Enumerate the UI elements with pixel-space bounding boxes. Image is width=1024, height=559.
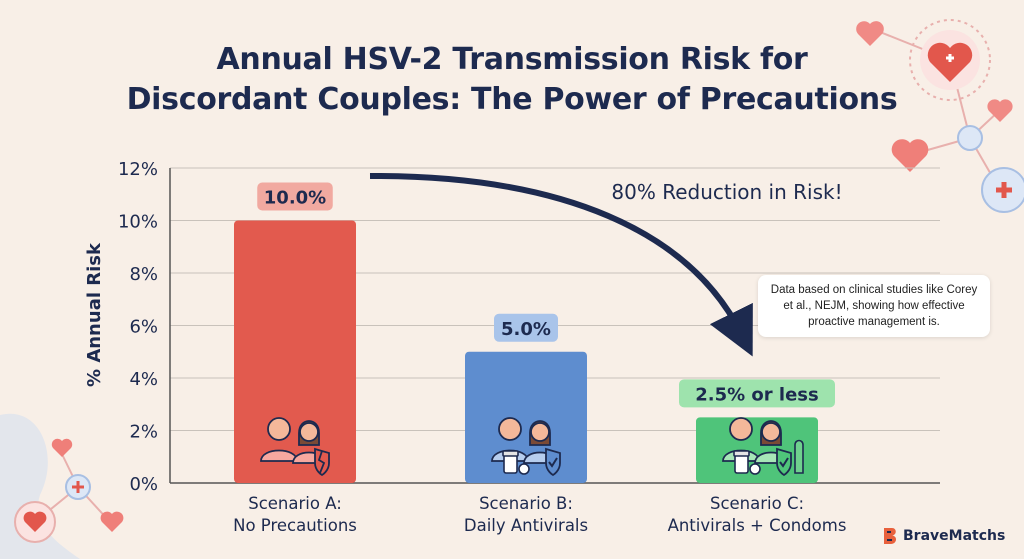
y-tick-label: 10% (118, 212, 158, 233)
bar-group: 2.5% or less Scenario C: Antivirals + Cond… (668, 379, 847, 535)
heart-icon (891, 139, 929, 172)
brand-name: BraveMatchs (903, 528, 1006, 544)
title-line-2: Discordant Couples: The Power of Precaut… (126, 82, 898, 117)
heart-icon (927, 42, 973, 82)
brand: BraveMatchs (882, 526, 1005, 546)
y-tick-label: 6% (129, 317, 158, 338)
category-label: Antivirals + Condoms (668, 516, 847, 535)
couple-pills-shield-condom-icon (722, 417, 804, 477)
heart-icon (51, 438, 73, 457)
category-label: Scenario A: (248, 494, 342, 513)
y-tick-label: 4% (129, 369, 158, 390)
y-tick-label: 8% (129, 264, 158, 285)
reduction-annotation: 80% Reduction in Risk! (611, 180, 842, 204)
heart-icon (100, 511, 124, 532)
hearts-decoration-top-right (856, 19, 1024, 213)
heart-icon (856, 21, 884, 46)
bar-group: 5.0% Scenario B: Daily Antivirals (464, 313, 588, 535)
category-label: Scenario C: (710, 494, 804, 513)
y-tick-label: 0% (129, 474, 158, 495)
reduction-arrow (369, 172, 753, 357)
source-note: Data based on clinical studies like Core… (758, 275, 990, 337)
data-label-background (494, 313, 558, 342)
category-label: No Precautions (233, 516, 357, 535)
chart-title: Annual HSV-2 Transmission Risk for Disco… (0, 40, 1024, 120)
data-label-background (679, 379, 835, 408)
data-label: 5.0% (501, 319, 551, 340)
bar (234, 220, 356, 483)
hearts-decoration-bottom-left (0, 413, 124, 559)
y-tick-label: 2% (129, 422, 158, 443)
category-label: Daily Antivirals (464, 516, 588, 535)
bar-group: 10.0% Scenario A: No Precautions (233, 182, 357, 535)
category-label: Scenario B: (479, 494, 573, 513)
couple-broken-shield-icon (260, 417, 330, 477)
bar (465, 351, 587, 483)
y-tick-label: 12% (118, 159, 158, 180)
data-label: 2.5% or less (695, 384, 819, 405)
heart-icon (23, 511, 47, 532)
heart-icon (987, 99, 1013, 122)
data-label-background (257, 182, 333, 211)
data-label: 10.0% (264, 188, 326, 209)
couple-pills-shield-icon (491, 417, 561, 477)
bravematchs-logo-icon (884, 528, 897, 544)
y-axis-label: % Annual Risk (84, 242, 105, 387)
title-line-1: Annual HSV-2 Transmission Risk for (216, 42, 808, 77)
